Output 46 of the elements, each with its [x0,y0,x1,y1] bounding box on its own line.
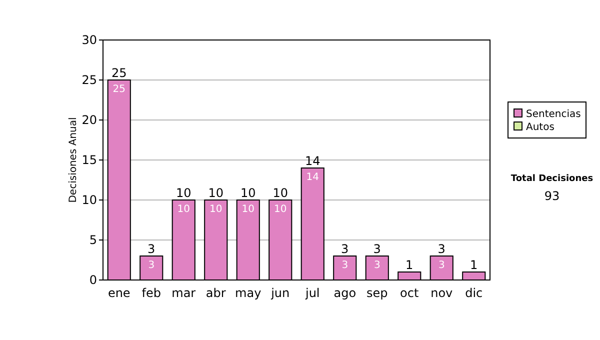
y-tick-label: 15 [82,153,97,167]
total-label: 10 [208,186,224,200]
legend-label: Autos [526,122,554,133]
y-tick-label: 0 [89,273,97,287]
x-tick-label: nov [430,286,453,300]
x-tick-label: feb [142,286,161,300]
data-label: 25 [112,84,126,95]
total-label: 14 [304,154,320,168]
x-tick-label: dic [465,286,483,300]
total-label: 10 [176,186,192,200]
total-label: 3 [341,242,349,256]
y-tick-label: 20 [82,113,97,127]
y-tick-label: 5 [89,233,97,247]
x-tick-label: may [235,286,262,300]
total-label: 25 [111,66,127,80]
x-tick-label: mar [172,286,196,300]
y-tick-label: 30 [82,33,97,47]
data-label: 14 [306,172,319,183]
total-label: 1 [406,258,414,272]
y-tick-label: 10 [82,193,97,207]
total-label: 1 [470,258,478,272]
x-tick-label: oct [400,286,419,300]
y-axis-title: Decisiones Anual [68,117,79,203]
data-label: 3 [342,260,348,271]
data-label: 10 [242,204,254,215]
data-label: 3 [374,260,380,271]
total-label: 3 [438,242,446,256]
legend-label: Sentencias [526,109,581,120]
total-label: 10 [272,186,288,200]
x-tick-label: jul [304,286,320,300]
x-tick-label: sep [366,286,388,300]
text: Total Decisiones [510,174,594,184]
x-tick-label: ago [334,286,356,300]
total-label: 10 [240,186,256,200]
total-label: 3 [373,242,381,256]
x-tick-label: abr [206,286,226,300]
x-tick-label: ene [108,286,130,300]
data-label: 10 [210,204,222,215]
text: 93 [544,189,560,203]
y-tick-label: 25 [82,73,97,87]
data-label: 3 [148,260,155,271]
data-label: 10 [177,204,190,215]
data-label: 3 [438,260,445,271]
total-label: 3 [148,242,156,256]
x-tick-label: jun [270,286,290,300]
data-label: 10 [274,204,287,215]
